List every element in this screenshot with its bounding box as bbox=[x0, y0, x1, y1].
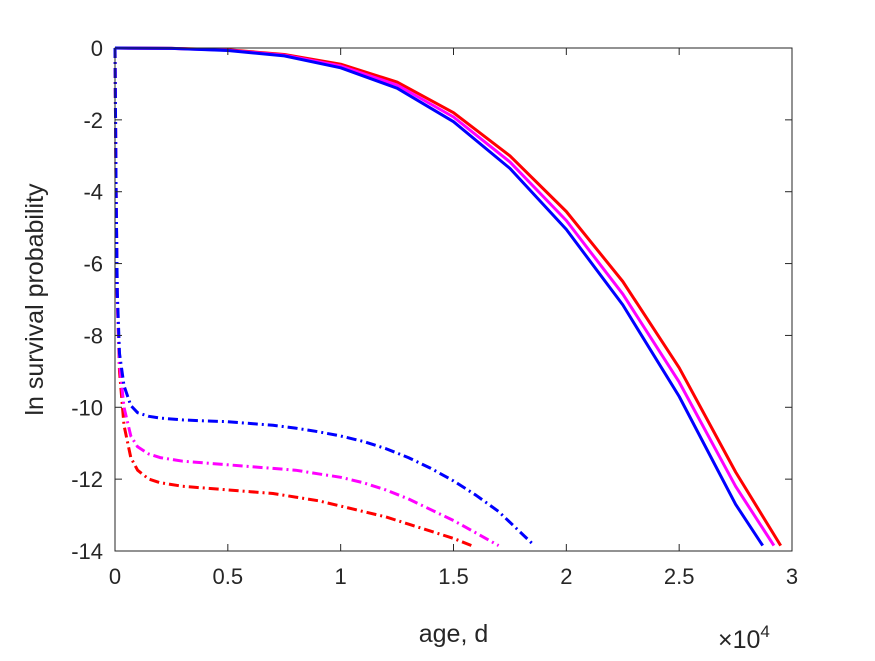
y-tick-label: -12 bbox=[71, 467, 103, 492]
x-axis-multiplier: ×104 bbox=[718, 622, 770, 654]
y-tick-label: -10 bbox=[71, 395, 103, 420]
x-tick-label: 3 bbox=[786, 564, 798, 589]
x-tick-label: 0 bbox=[109, 564, 121, 589]
x-axis-label: age, d bbox=[419, 620, 489, 648]
series-line-6 bbox=[113, 47, 534, 545]
plot-area bbox=[115, 48, 792, 551]
x-tick-label: 2.5 bbox=[664, 564, 695, 589]
x-axis-multiplier-base: ×10 bbox=[718, 626, 760, 654]
y-tick-label: -4 bbox=[83, 180, 103, 205]
x-tick-label: 1.5 bbox=[438, 564, 469, 589]
y-tick-label: -14 bbox=[71, 539, 103, 564]
labels-layer: 0 0.5 1 1.5 2 2.5 3 0 -2 -4 -6 -8 -10 -12 -14 bbox=[71, 36, 798, 589]
x-axis-multiplier-exponent: 4 bbox=[760, 622, 769, 641]
series-line-4 bbox=[113, 47, 473, 547]
series-line-5 bbox=[113, 47, 500, 547]
x-tick-label: 1 bbox=[335, 564, 347, 589]
y-tick-label: -6 bbox=[83, 252, 103, 277]
ticks-layer bbox=[114, 47, 793, 552]
y-axis-label: ln survival probability bbox=[21, 183, 49, 416]
y-tick-label: -2 bbox=[83, 108, 103, 133]
y-tick-label: -8 bbox=[83, 323, 103, 348]
x-tick-label: 2 bbox=[560, 564, 572, 589]
x-tick-label: 0.5 bbox=[213, 564, 244, 589]
y-tick-label: 0 bbox=[91, 36, 103, 61]
